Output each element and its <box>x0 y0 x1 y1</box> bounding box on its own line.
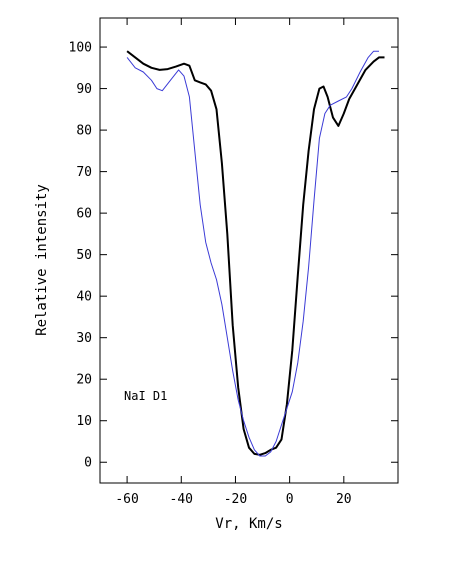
y-tick-label: 0 <box>84 456 92 471</box>
plot-frame <box>99 17 399 484</box>
x-tick-label: -60 <box>115 492 138 507</box>
series-line-black <box>126 50 385 456</box>
y-tick-label: 80 <box>76 124 92 139</box>
y-tick-label: 60 <box>76 207 92 222</box>
y-tick-label: 10 <box>76 414 92 429</box>
y-tick-label: 20 <box>76 373 92 388</box>
x-tick-label: -40 <box>170 492 193 507</box>
y-tick-label: 50 <box>76 248 92 263</box>
series-layer <box>126 50 385 457</box>
series-line-blue <box>126 50 379 457</box>
x-tick-label: 20 <box>336 492 352 507</box>
x-axis-title: Vr, Km/s <box>215 516 282 532</box>
annotation-label: NaI D1 <box>124 389 167 403</box>
tick-labels: -60 -40 -20 0 20 0 10 20 30 40 50 60 70 80 90 100 <box>69 41 352 507</box>
x-tick-label: -20 <box>224 492 247 507</box>
y-tick-label: 90 <box>76 82 92 97</box>
y-tick-label: 100 <box>69 41 92 56</box>
y-tick-label: 70 <box>76 165 92 180</box>
axis-ticks <box>100 18 398 483</box>
y-axis-title: Relative intensity <box>34 184 50 336</box>
x-tick-label: 0 <box>286 492 294 507</box>
y-tick-label: 30 <box>76 331 92 346</box>
y-tick-label: 40 <box>76 290 92 305</box>
